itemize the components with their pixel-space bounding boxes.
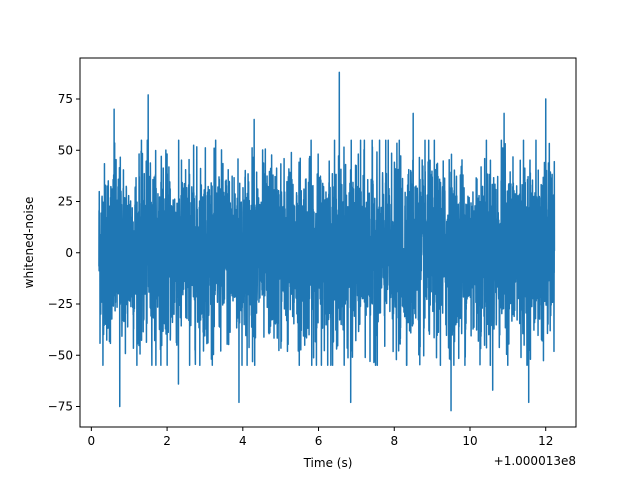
x-axis-label: Time (s) <box>303 456 353 470</box>
y-tick-label: 0 <box>65 246 73 260</box>
series-line <box>98 71 556 412</box>
y-tick-label: 50 <box>58 143 73 157</box>
x-axis-offset-label: +1.000013e8 <box>494 454 576 468</box>
plot-frame <box>79 57 577 428</box>
x-tick-label: 0 <box>88 434 96 448</box>
x-tick-label: 12 <box>538 434 553 448</box>
y-tick-label: 25 <box>58 195 73 209</box>
y-axis-label: whitened-noise <box>22 197 36 289</box>
x-axis: 0 2 4 6 8 10 12 <box>88 427 553 448</box>
x-tick-label: 6 <box>315 434 323 448</box>
y-tick-label: 75 <box>58 92 73 106</box>
x-tick-label: 4 <box>239 434 247 448</box>
y-tick-label: −25 <box>48 297 73 311</box>
series-layer <box>98 71 556 412</box>
y-tick-label: −75 <box>48 400 73 414</box>
y-axis: −75 −50 −25 0 25 50 75 <box>48 92 80 414</box>
x-tick-label: 2 <box>163 434 171 448</box>
x-tick-label: 8 <box>390 434 398 448</box>
x-tick-label: 10 <box>462 434 477 448</box>
y-tick-label: −50 <box>48 348 73 362</box>
